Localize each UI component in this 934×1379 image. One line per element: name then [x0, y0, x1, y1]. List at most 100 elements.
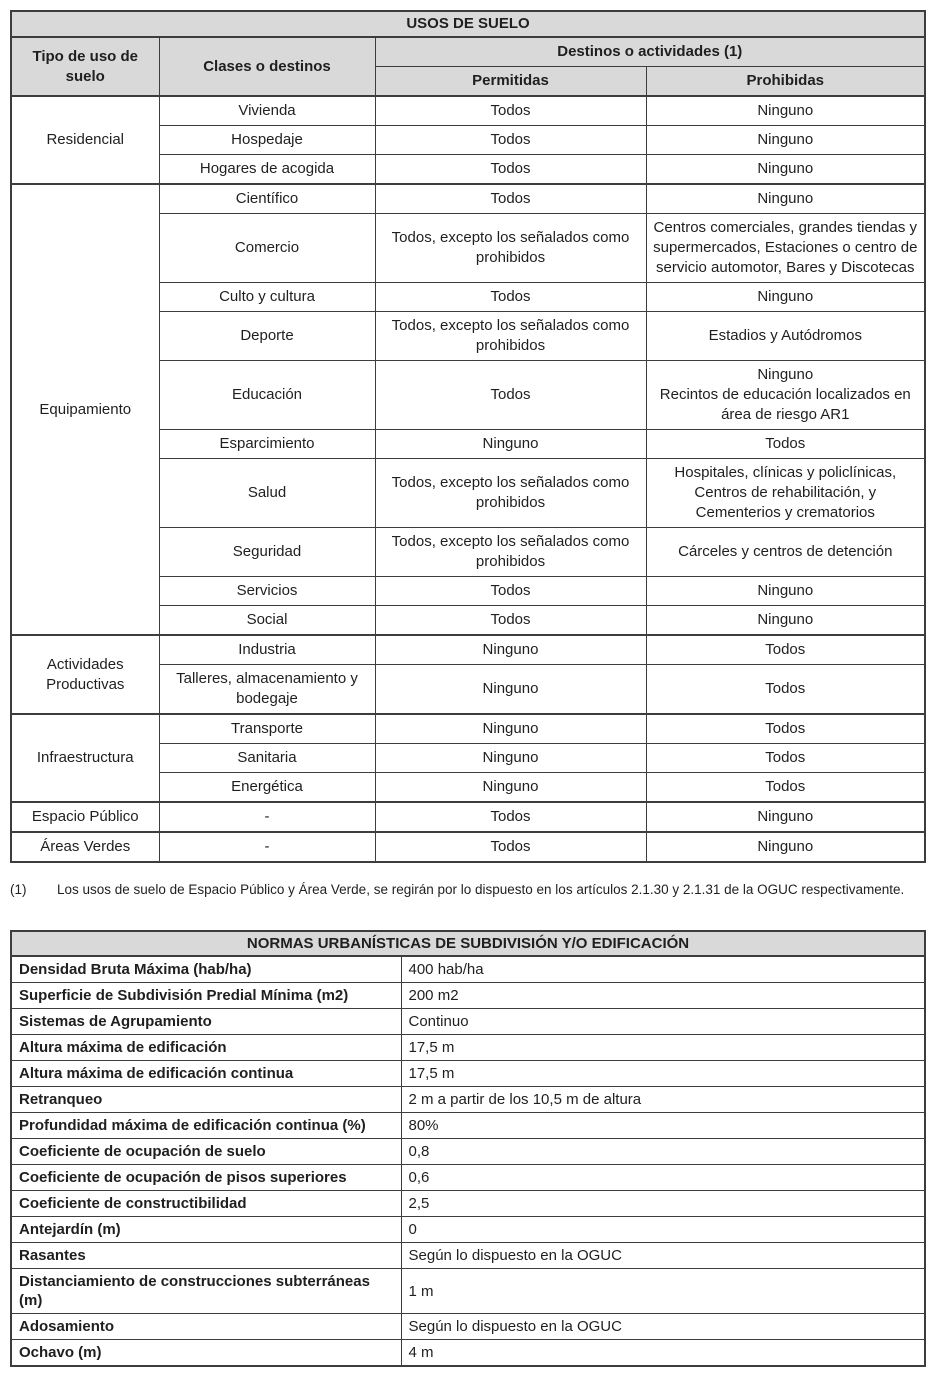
cell-clase: Servicios [158, 576, 376, 606]
header-permitidas: Permitidas [374, 66, 647, 97]
cell-permitidas: Ninguno [374, 713, 647, 744]
cell-permitidas: Todos [374, 154, 647, 185]
cell-norma-value: 200 m2 [400, 982, 926, 1009]
cell-permitidas: Todos, excepto los señalados como prohib… [374, 311, 647, 361]
table-row: Ochavo (m) 4 m [10, 1339, 926, 1367]
cell-norma-label: Ochavo (m) [10, 1339, 402, 1367]
table-row: Coeficiente de ocupación de pisos superi… [10, 1164, 926, 1191]
cell-norma-value: 0,6 [400, 1164, 926, 1191]
cell-clase: Hospedaje [158, 125, 376, 155]
cell-permitidas: Ninguno [374, 429, 647, 459]
group-espacio-publico: Espacio Público - Todos Ninguno [10, 801, 926, 833]
cell-clase: Salud [158, 458, 376, 528]
table-row: Adosamiento Según lo dispuesto en la OGU… [10, 1313, 926, 1340]
table-row: Social Todos Ninguno [11, 605, 926, 636]
cell-norma-label: Altura máxima de edificación continua [10, 1060, 402, 1087]
cell-tipo: Actividades Productivas [10, 634, 160, 715]
cell-norma-value: 400 hab/ha [400, 955, 926, 983]
table-row: Altura máxima de edificación 17,5 m [10, 1034, 926, 1061]
cell-prohibidas: Ninguno [645, 831, 926, 863]
normas-table-title: NORMAS URBANÍSTICAS DE SUBDIVISIÓN Y/O E… [10, 930, 926, 957]
cell-clase: Educación [158, 360, 376, 430]
cell-permitidas: Todos [374, 183, 647, 214]
cell-clase: Talleres, almacenamiento y bodegaje [158, 664, 376, 715]
cell-prohibidas: Estadios y Autódromos [645, 311, 926, 361]
header-tipo-de-uso: Tipo de uso de suelo [10, 36, 160, 97]
footnote: (1) Los usos de suelo de Espacio Público… [10, 881, 924, 898]
cell-norma-label: Adosamiento [10, 1313, 402, 1340]
cell-prohibidas: Todos [645, 634, 926, 665]
usos-table-title: USOS DE SUELO [10, 10, 926, 38]
cell-permitidas: Todos, excepto los señalados como prohib… [374, 458, 647, 528]
cell-permitidas: Todos [374, 360, 647, 430]
footnote-text: Los usos de suelo de Espacio Público y Á… [57, 882, 905, 897]
cell-prohibidas: Todos [645, 664, 926, 715]
cell-permitidas: Todos [374, 282, 647, 312]
group-equipamiento: Equipamiento Científico Todos Ninguno Co… [10, 183, 926, 636]
table-row: Coeficiente de constructibilidad 2,5 [10, 1190, 926, 1217]
table-row: Altura máxima de edificación continua 17… [10, 1060, 926, 1087]
table-row: Hogares de acogida Todos Ninguno [11, 154, 926, 185]
table-row: Equipamiento Científico Todos Ninguno [10, 183, 926, 636]
cell-norma-label: Rasantes [10, 1242, 402, 1269]
cell-clase: Deporte [158, 311, 376, 361]
table-row: Culto y cultura Todos Ninguno [11, 282, 926, 312]
cell-clase: Transporte [158, 713, 376, 744]
cell-norma-label: Densidad Bruta Máxima (hab/ha) [10, 955, 402, 983]
cell-permitidas: Todos [374, 125, 647, 155]
group-residencial: Residencial Vivienda Todos Ninguno Hospe… [10, 95, 926, 185]
cell-norma-value: 17,5 m [400, 1060, 926, 1087]
group-areas-verdes: Áreas Verdes - Todos Ninguno [10, 831, 926, 863]
table-row: Superficie de Subdivisión Predial Mínima… [10, 982, 926, 1009]
cell-prohibidas: Todos [645, 743, 926, 773]
cell-permitidas: Todos, excepto los señalados como prohib… [374, 527, 647, 577]
table-row: Profundidad máxima de edificación contin… [10, 1112, 926, 1139]
cell-prohibidas: Ninguno [645, 125, 926, 155]
cell-norma-label: Distanciamiento de construcciones subter… [10, 1268, 402, 1314]
cell-tipo: Infraestructura [10, 713, 160, 803]
header-prohibidas: Prohibidas [645, 66, 926, 97]
cell-prohibidas: Ninguno [645, 801, 926, 833]
cell-norma-label: Profundidad máxima de edificación contin… [10, 1112, 402, 1139]
table-row: Esparcimiento Ninguno Todos [11, 429, 926, 459]
cell-prohibidas: Hospitales, clínicas y policlínicas, Cen… [645, 458, 926, 528]
cell-prohibidas: Ninguno [645, 282, 926, 312]
table-row: Salud Todos, excepto los señalados como … [11, 458, 926, 528]
table-row: Sanitaria Ninguno Todos [11, 743, 926, 773]
table-row: Comercio Todos, excepto los señalados co… [11, 213, 926, 283]
cell-norma-value: 0 [400, 1216, 926, 1243]
cell-tipo: Áreas Verdes [10, 831, 160, 863]
table-row: Energética Ninguno Todos [11, 772, 926, 803]
normas-table-header: NORMAS URBANÍSTICAS DE SUBDIVISIÓN Y/O E… [10, 930, 926, 957]
cell-tipo: Residencial [10, 95, 160, 185]
normas-table-body: Densidad Bruta Máxima (hab/ha) 400 hab/h… [10, 955, 926, 1367]
table-row: Actividades Productivas Industria Ningun… [10, 634, 926, 715]
cell-clase: - [158, 831, 376, 863]
cell-prohibidas: Ninguno [645, 183, 926, 214]
header-destinos-actividades: Destinos o actividades (1) [374, 36, 926, 67]
cell-norma-value: 80% [400, 1112, 926, 1139]
cell-norma-value: Según lo dispuesto en la OGUC [400, 1313, 926, 1340]
cell-clase: Comercio [158, 213, 376, 283]
cell-norma-value: 0,8 [400, 1138, 926, 1165]
cell-clase: Esparcimiento [158, 429, 376, 459]
cell-tipo: Equipamiento [10, 183, 160, 636]
cell-prohibidas: Cárceles y centros de detención [645, 527, 926, 577]
cell-norma-value: 1 m [400, 1268, 926, 1314]
cell-clase: Culto y cultura [158, 282, 376, 312]
cell-prohibidas: Ninguno [645, 576, 926, 606]
table-row: Rasantes Según lo dispuesto en la OGUC [10, 1242, 926, 1269]
column-header-row: Tipo de uso de suelo Clases o destinos D… [10, 36, 926, 97]
cell-permitidas: Todos [374, 95, 647, 126]
cell-norma-label: Coeficiente de ocupación de suelo [10, 1138, 402, 1165]
table-row: Retranqueo 2 m a partir de los 10,5 m de… [10, 1086, 926, 1113]
cell-permitidas: Todos [374, 605, 647, 636]
table-row: Áreas Verdes - Todos Ninguno [10, 831, 926, 863]
cell-norma-value: 2,5 [400, 1190, 926, 1217]
cell-clase: Social [158, 605, 376, 636]
cell-permitidas: Ninguno [374, 743, 647, 773]
table-row: Hospedaje Todos Ninguno [11, 125, 926, 155]
table-row: Educación Todos Ninguno Recintos de educ… [11, 360, 926, 430]
table-row: Servicios Todos Ninguno [11, 576, 926, 606]
